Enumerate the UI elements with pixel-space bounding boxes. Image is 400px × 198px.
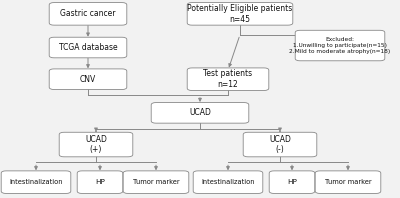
- Text: CNV: CNV: [80, 75, 96, 84]
- Text: Excluded:
1.Unwilling to participate(n=15)
2.Mild to moderate atrophy(n=18): Excluded: 1.Unwilling to participate(n=1…: [289, 37, 391, 54]
- Text: UCAD: UCAD: [189, 108, 211, 117]
- FancyBboxPatch shape: [1, 171, 71, 193]
- Text: UCAD
(-): UCAD (-): [269, 135, 291, 154]
- Text: HP: HP: [95, 179, 105, 185]
- Text: HP: HP: [287, 179, 297, 185]
- Text: Intestinalization: Intestinalization: [201, 179, 255, 185]
- Text: Potentially Eligible patients
n=45: Potentially Eligible patients n=45: [187, 4, 293, 24]
- FancyBboxPatch shape: [59, 132, 133, 157]
- Text: Test patients
n=12: Test patients n=12: [204, 69, 252, 89]
- FancyBboxPatch shape: [77, 171, 123, 193]
- FancyBboxPatch shape: [269, 171, 315, 193]
- FancyBboxPatch shape: [315, 171, 381, 193]
- FancyBboxPatch shape: [243, 132, 317, 157]
- FancyBboxPatch shape: [123, 171, 189, 193]
- FancyBboxPatch shape: [49, 3, 127, 25]
- FancyBboxPatch shape: [187, 3, 293, 25]
- Text: TCGA database: TCGA database: [59, 43, 117, 52]
- FancyBboxPatch shape: [49, 69, 127, 89]
- FancyBboxPatch shape: [193, 171, 263, 193]
- FancyBboxPatch shape: [49, 37, 127, 58]
- Text: Tumor marker: Tumor marker: [325, 179, 371, 185]
- Text: Intestinalization: Intestinalization: [9, 179, 63, 185]
- FancyBboxPatch shape: [151, 103, 249, 123]
- Text: Gastric cancer: Gastric cancer: [60, 9, 116, 18]
- Text: UCAD
(+): UCAD (+): [85, 135, 107, 154]
- FancyBboxPatch shape: [187, 68, 269, 90]
- Text: Tumor marker: Tumor marker: [133, 179, 179, 185]
- FancyBboxPatch shape: [295, 30, 385, 61]
